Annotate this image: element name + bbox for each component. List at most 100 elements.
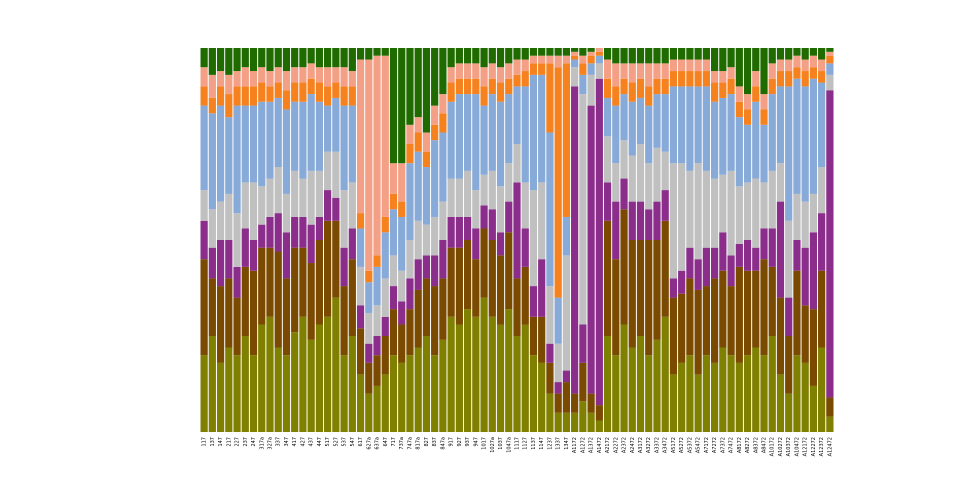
bar-segment	[793, 78, 801, 194]
bar-segment	[422, 151, 431, 168]
bar-segment	[291, 67, 299, 83]
bar-segment	[801, 247, 809, 306]
bar-segment	[735, 117, 743, 187]
bar-segment	[291, 48, 299, 68]
bar-segment	[472, 228, 480, 260]
bar-segment	[513, 182, 521, 279]
bar-segment	[653, 240, 661, 340]
bar-segment	[546, 393, 554, 432]
bar-segment	[472, 94, 480, 191]
bar-segment	[299, 48, 307, 68]
bar-segment	[381, 278, 389, 317]
bar-segment	[727, 94, 735, 171]
bar-segment	[826, 63, 834, 75]
x-tick-label: 837	[432, 437, 438, 447]
bar-segment	[266, 247, 274, 317]
bar-segment	[406, 144, 414, 164]
bar-segment	[694, 71, 702, 87]
bar-segment	[332, 220, 340, 298]
bar-segment	[258, 67, 266, 83]
bar-segment	[702, 170, 710, 248]
bar-segment	[529, 316, 538, 356]
bar-segment	[216, 48, 225, 72]
bar-segment	[793, 193, 801, 240]
bar-segment	[620, 324, 628, 432]
bar-segment	[307, 63, 315, 79]
bar-segment	[208, 74, 216, 98]
x-tick-label: 1127	[523, 437, 529, 450]
bar-segment	[694, 289, 702, 375]
bar-segment	[735, 186, 743, 244]
bar-segment	[282, 71, 291, 91]
bar-segment	[340, 247, 348, 287]
bar-segment	[258, 82, 266, 102]
bar-segment	[299, 101, 307, 179]
bar-segment	[710, 278, 719, 363]
bar-segment	[661, 48, 669, 64]
bar-segment	[398, 362, 406, 432]
bar-segment	[414, 151, 422, 221]
bar-segment	[538, 55, 546, 64]
x-tick-label: 737a	[399, 437, 405, 450]
x-tick-label: A2272	[613, 437, 619, 453]
bar-segment	[686, 48, 694, 60]
bar-segment	[628, 82, 636, 102]
bar-segment	[324, 316, 332, 432]
bar-segment	[579, 324, 587, 363]
x-tick-label: A8172	[737, 437, 743, 453]
x-tick-label: A2472	[630, 437, 636, 453]
bar-segment	[785, 59, 793, 72]
bar-segment	[422, 48, 431, 133]
bar-segment	[710, 362, 719, 432]
bar-segment	[702, 286, 710, 356]
bar-segment	[636, 240, 645, 336]
x-tick-label: A1372	[589, 437, 595, 453]
x-tick-label: A3172	[638, 437, 644, 453]
bar-segment	[439, 113, 447, 133]
bar-segment	[571, 59, 579, 68]
bar-segment	[809, 385, 818, 432]
bar-segment	[538, 63, 546, 75]
bar-segment	[818, 270, 826, 348]
bar-segment	[431, 105, 439, 125]
bar-segment	[710, 48, 719, 72]
bar-segment	[521, 48, 529, 60]
bar-segment	[398, 301, 406, 325]
bar-segment	[258, 324, 266, 432]
bar-segment	[398, 216, 406, 271]
bar-segment	[521, 86, 529, 183]
bar-segment	[603, 97, 612, 137]
bar-segment	[225, 94, 233, 118]
bar-segment	[645, 240, 653, 356]
bar-segment	[727, 67, 735, 79]
bar-segment	[620, 48, 628, 64]
x-tick-label: 717	[391, 437, 397, 447]
bar-segment	[653, 78, 661, 95]
bar-segment	[307, 224, 315, 264]
bar-segment	[571, 393, 579, 413]
bar-segment	[472, 259, 480, 317]
bar-segment	[291, 82, 299, 102]
bar-segment	[398, 324, 406, 363]
bar-segment	[266, 178, 274, 217]
x-tick-label: A2172	[605, 437, 611, 453]
bar-segment	[538, 259, 546, 317]
bar-segment	[480, 86, 488, 106]
bar-segment	[562, 63, 571, 217]
bar-segment	[480, 228, 488, 298]
bar-segment	[727, 255, 735, 287]
x-tick-label: 217	[226, 437, 232, 447]
bar-segment	[628, 48, 636, 64]
x-tick-label: A8472	[762, 437, 768, 453]
bar-segment	[595, 51, 603, 56]
bar-segment	[258, 101, 266, 187]
x-tick-label: 1047a	[506, 437, 512, 453]
x-tick-label: 347	[284, 437, 290, 447]
bar-segment	[669, 163, 678, 279]
bar-segment	[291, 170, 299, 217]
bar-segment	[447, 178, 455, 217]
bar-segment	[241, 105, 249, 183]
bar-segment	[356, 305, 365, 329]
bar-segment	[496, 255, 505, 325]
bar-segment	[636, 78, 645, 98]
